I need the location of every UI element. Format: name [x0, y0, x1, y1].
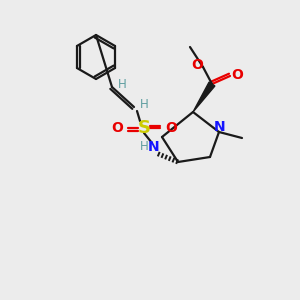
Text: O: O [231, 68, 243, 82]
Polygon shape [193, 82, 215, 112]
Text: O: O [191, 58, 203, 72]
Text: H: H [140, 98, 148, 110]
Text: S: S [137, 119, 151, 137]
Text: H: H [140, 140, 148, 154]
Text: O: O [165, 121, 177, 135]
Text: N: N [148, 140, 160, 154]
Text: H: H [118, 77, 126, 91]
Text: N: N [214, 120, 226, 134]
Text: O: O [111, 121, 123, 135]
